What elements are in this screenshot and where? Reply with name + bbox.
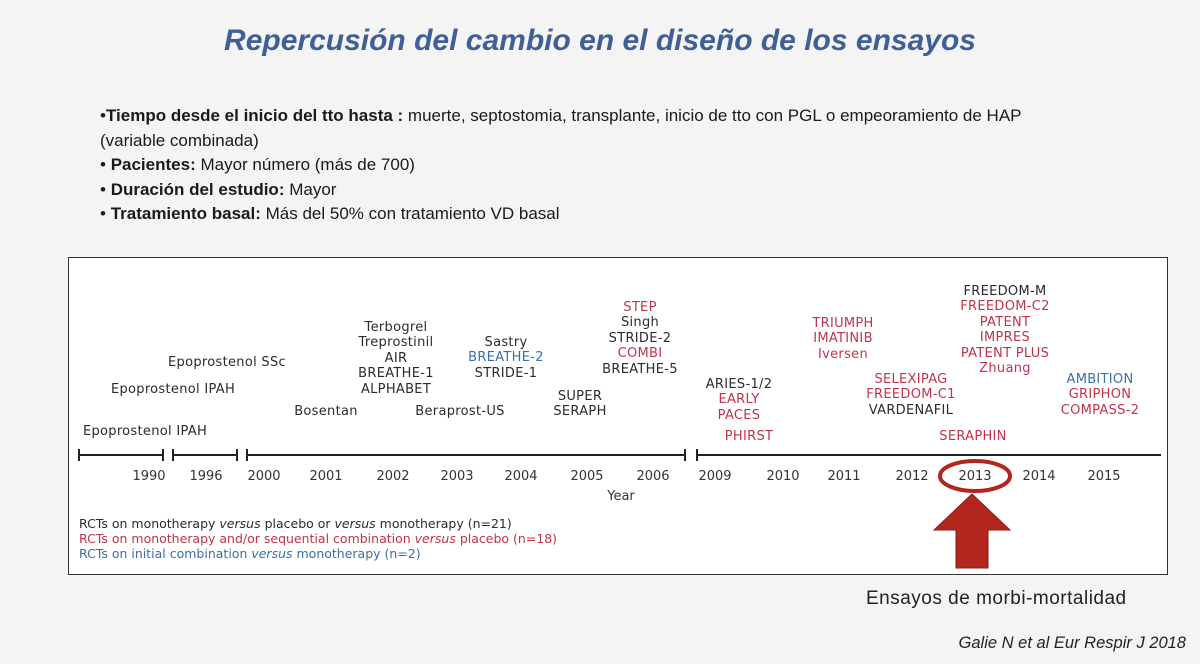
timeline-figure: 1990 1996 2000 2001 2002 2003 2004 2005 … (68, 257, 1168, 575)
trial-epoprostenol-ssc: Epoprostenol SSc (168, 355, 286, 370)
bullet-item-duration: • Duración del estudio: Mayor (100, 179, 337, 199)
bullet-item-endpoint: •Tiempo desde el inicio del tto hasta : … (100, 106, 1022, 125)
trial-label: Terbogrel (364, 320, 428, 335)
trial-label: Treprostinil (358, 335, 434, 351)
trials-2005: SUPER SERAPH (553, 389, 606, 420)
trial-label: STRIDE-2 (608, 330, 672, 346)
caption-morbi-mortality: Ensayos de morbi-mortalidad (866, 588, 1127, 609)
trial-epoprostenol-ipah-1996: Epoprostenol IPAH (110, 382, 236, 397)
trial-label: PATENT PLUS (960, 345, 1050, 361)
trials-2013: FREEDOM-M FREEDOM-C2 PATENT IMPRES PATEN… (960, 284, 1049, 376)
trial-label: ARIES-1/2 (705, 377, 773, 392)
trial-label: PACES (717, 407, 761, 423)
timeline-axis (78, 449, 1161, 493)
year-label: 2002 (376, 469, 410, 484)
bullet-item-endpoint-cont: (variable combinada) (100, 130, 259, 150)
trials-2002: Terbogrel Treprostinil AIR BREATHE-1 ALP… (358, 320, 434, 397)
trial-beraprost-us: Beraprost-US (415, 404, 505, 419)
year-label: 2003 (440, 469, 474, 484)
bullet-item-patients: • Pacientes: Mayor número (más de 700) (100, 155, 415, 174)
axis-title: Year (607, 489, 635, 504)
year-label: 2015 (1087, 469, 1121, 484)
trial-phirst: PHIRST (724, 429, 774, 444)
trial-label: GRIPHON (1068, 387, 1132, 403)
reference-citation: Galie N et al Eur Respir J 2018 (958, 634, 1186, 652)
legend-item-sequential: RCTs on monotherapy and/or sequential co… (79, 531, 558, 546)
trial-label: SELEXIPAG (874, 372, 948, 387)
trial-label: STEP (623, 300, 657, 315)
trial-epoprostenol-ipah-1990: Epoprostenol IPAH (82, 424, 208, 439)
trial-label: EARLY (718, 392, 760, 408)
trials-2015: AMBITION GRIPHON COMPASS-2 (1061, 372, 1140, 418)
trial-label: Zhuang (979, 361, 1031, 377)
year-label: 1996 (189, 469, 223, 484)
year-label: 2001 (309, 469, 343, 484)
year-label: 2010 (766, 469, 800, 484)
year-label: 2011 (827, 469, 861, 484)
year-label: 1990 (132, 469, 166, 484)
year-label: 2004 (504, 469, 538, 484)
trial-label: PATENT (979, 314, 1031, 330)
trial-seraphin: SERAPHIN (939, 429, 1007, 444)
up-arrow-icon (932, 493, 1012, 569)
trials-2006: STEP Singh STRIDE-2 COMBI BREATHE-5 (602, 300, 678, 377)
trials-2009: ARIES-1/2 EARLY PACES (706, 377, 773, 423)
bullet-item-baseline: • Tratamiento basal: Más del 50% con tra… (100, 204, 560, 223)
legend-item-monotherapy: RCTs on monotherapy versus placebo or ve… (79, 516, 512, 531)
trial-label: Sastry (484, 335, 528, 350)
trials-2011: TRIUMPH IMATINIB Iversen (812, 316, 873, 362)
trial-label: Singh (620, 315, 660, 331)
trial-label: BREATHE-1 (358, 366, 434, 382)
year-label: 2000 (247, 469, 281, 484)
trial-bosentan: Bosentan (294, 404, 358, 419)
trial-label: BREATHE-2 (468, 350, 544, 366)
trials-2012: SELEXIPAG FREEDOM-C1 VARDENAFIL (866, 372, 955, 418)
trial-label: SUPER (557, 389, 603, 404)
year-label: 2009 (698, 469, 732, 484)
legend-item-initial-combination: RCTs on initial combination versus monot… (79, 546, 421, 561)
year-label: 2012 (895, 469, 929, 484)
trial-label: COMBI (617, 346, 663, 362)
year-label-highlight: 2013 (958, 469, 992, 484)
trial-label: VARDENAFIL (868, 402, 954, 418)
trials-2004: Sastry BREATHE-2 STRIDE-1 (468, 335, 544, 381)
trial-label: FREEDOM-M (963, 284, 1047, 299)
trial-label: FREEDOM-C2 (960, 299, 1050, 315)
trial-label: BREATHE-5 (602, 361, 678, 377)
highlight-2013-circle (938, 459, 1012, 493)
trial-label: Iversen (818, 346, 868, 362)
trial-label: AMBITION (1066, 372, 1134, 387)
trial-label: SERAPH (553, 404, 607, 420)
trial-label: FREEDOM-C1 (866, 387, 956, 403)
timeline-legend: RCTs on monotherapy versus placebo or ve… (79, 516, 557, 561)
trial-label: IMPRES (979, 330, 1031, 346)
trial-label: AIR (384, 350, 408, 366)
trial-label: STRIDE-1 (474, 365, 538, 381)
trial-label: IMATINIB (813, 331, 873, 347)
trial-label: ALPHABET (360, 381, 432, 397)
bullet-list: •Tiempo desde el inicio del tto hasta : … (100, 104, 1110, 227)
slide-title: Repercusión del cambio en el diseño de l… (224, 24, 976, 57)
trial-label: TRIUMPH (812, 316, 874, 331)
year-label: 2005 (570, 469, 604, 484)
trial-label: COMPASS-2 (1060, 402, 1140, 418)
year-label: 2006 (636, 469, 670, 484)
year-label: 2014 (1022, 469, 1056, 484)
